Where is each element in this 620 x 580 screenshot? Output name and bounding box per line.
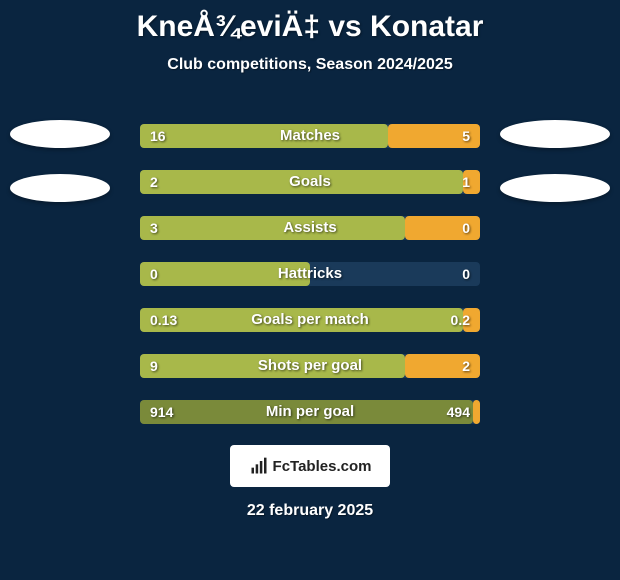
player-badge-ellipse bbox=[500, 120, 610, 148]
player-badge-ellipse bbox=[10, 174, 110, 202]
comparison-date: 22 february 2025 bbox=[0, 502, 620, 520]
page-title: KneÅ¾eviÄ‡ vs Konatar bbox=[0, 0, 620, 44]
site-logo[interactable]: FcTables.com bbox=[230, 445, 390, 487]
page-subtitle: Club competitions, Season 2024/2025 bbox=[0, 56, 620, 74]
stat-value-right: 0.2 bbox=[451, 308, 470, 332]
stat-label: Matches bbox=[140, 124, 480, 148]
stat-row: 914Min per goal494 bbox=[140, 400, 480, 424]
stat-value-right: 0 bbox=[462, 216, 470, 240]
logo-text: FcTables.com bbox=[273, 458, 372, 475]
stat-row: 0.13Goals per match0.2 bbox=[140, 308, 480, 332]
stat-label: Min per goal bbox=[140, 400, 480, 424]
stats-comparison: 16Matches52Goals13Assists00Hattricks00.1… bbox=[140, 124, 480, 446]
stat-row: 2Goals1 bbox=[140, 170, 480, 194]
stat-label: Shots per goal bbox=[140, 354, 480, 378]
stat-label: Hattricks bbox=[140, 262, 480, 286]
player-badge-ellipse bbox=[500, 174, 610, 202]
stat-label: Goals bbox=[140, 170, 480, 194]
stat-value-right: 1 bbox=[462, 170, 470, 194]
player-left-badges bbox=[10, 120, 110, 228]
stat-value-right: 494 bbox=[447, 400, 470, 424]
stat-row: 9Shots per goal2 bbox=[140, 354, 480, 378]
chart-icon bbox=[249, 456, 269, 476]
player-badge-ellipse bbox=[10, 120, 110, 148]
stat-label: Goals per match bbox=[140, 308, 480, 332]
player-right-badges bbox=[500, 120, 610, 228]
stat-row: 3Assists0 bbox=[140, 216, 480, 240]
stat-row: 0Hattricks0 bbox=[140, 262, 480, 286]
stat-row: 16Matches5 bbox=[140, 124, 480, 148]
stat-value-right: 5 bbox=[462, 124, 470, 148]
stat-value-right: 0 bbox=[462, 262, 470, 286]
stat-value-right: 2 bbox=[462, 354, 470, 378]
stat-label: Assists bbox=[140, 216, 480, 240]
